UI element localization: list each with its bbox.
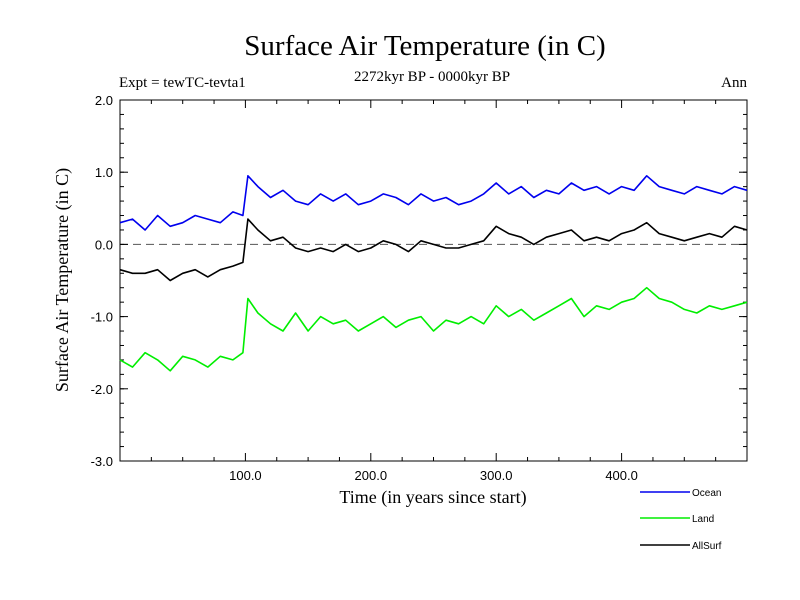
- y-tick-label: -1.0: [91, 310, 113, 325]
- chart-title: Surface Air Temperature (in C): [244, 30, 605, 62]
- x-axis: 100.0 200.0 300.0 400.0: [150, 100, 717, 483]
- series-lines: [119, 175, 748, 372]
- y-axis: 2.0 1.0 0.0 -1.0 -2.0 -3.0: [91, 93, 747, 469]
- x-axis-title: Time (in years since start): [339, 487, 526, 508]
- plot-frame: [119, 99, 748, 462]
- x-tick-label: 400.0: [605, 468, 638, 483]
- y-tick-label: 2.0: [95, 93, 113, 108]
- y-tick-label: -2.0: [91, 382, 113, 397]
- y-tick-label: 0.0: [95, 237, 113, 252]
- legend: Ocean Land AllSurf: [640, 488, 722, 552]
- experiment-label: Expt = tewTC-tevta1: [119, 75, 246, 91]
- series-line-land: [119, 286, 748, 372]
- legend-label-allsurf: AllSurf: [692, 541, 722, 552]
- x-tick-label: 100.0: [229, 468, 262, 483]
- y-axis-title: Surface Air Temperature (in C): [52, 168, 73, 392]
- series-line-ocean: [119, 175, 748, 231]
- time-range-label: 2272kyr BP - 0000kyr BP: [354, 69, 510, 85]
- series-line-allsurf: [119, 218, 748, 282]
- x-tick-label: 300.0: [480, 468, 513, 483]
- plot-area: [119, 99, 748, 462]
- season-label: Ann: [721, 75, 747, 91]
- y-tick-label: 1.0: [95, 165, 113, 180]
- x-tick-label: 200.0: [355, 468, 388, 483]
- legend-label-land: Land: [692, 514, 714, 525]
- legend-label-ocean: Ocean: [692, 488, 721, 499]
- y-tick-label: -3.0: [91, 454, 113, 469]
